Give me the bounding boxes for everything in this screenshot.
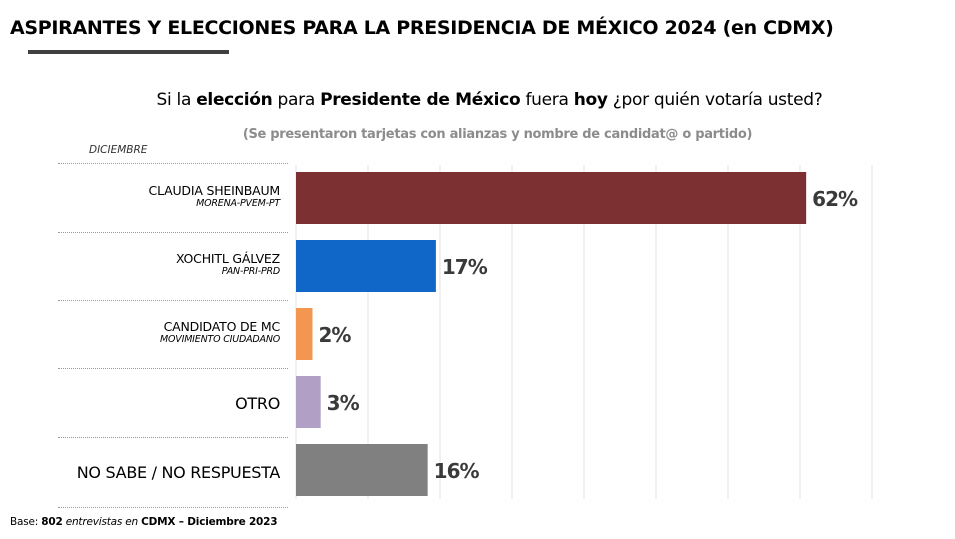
- footer-date: – Diciembre 2023: [175, 516, 278, 528]
- category-name: OTRO: [235, 394, 280, 413]
- row-separator: [58, 368, 288, 369]
- chart-note: (Se presentaron tarjetas con alianzas y …: [242, 127, 753, 142]
- candidate-party: PAN-PRI-PRD: [221, 266, 280, 277]
- candidate-party: MORENA-PVEM-PT: [196, 198, 280, 209]
- bar: [296, 308, 313, 360]
- category-label: XOCHITL GÁLVEZ PAN-PRI-PRD: [40, 251, 280, 277]
- title-underline: [28, 50, 229, 54]
- month-label: DICIEMBRE: [89, 144, 148, 156]
- row-separator: [58, 163, 288, 164]
- candidate-name: CANDIDATO DE MC: [163, 319, 281, 334]
- page-title: ASPIRANTES Y ELECCIONES PARA LA PRESIDEN…: [10, 17, 834, 39]
- question-part: Si la: [156, 90, 197, 110]
- bar: [296, 240, 436, 292]
- category-label: CLAUDIA SHEINBAUM MORENA-PVEM-PT: [40, 183, 281, 209]
- question-part-bold: elección: [196, 90, 273, 110]
- data-label: 3%: [327, 391, 360, 415]
- row-separator: [58, 507, 288, 508]
- question-part: fuera: [520, 90, 574, 110]
- chart-question: Si la elección para Presidente de México…: [12, 90, 955, 110]
- footer-place: CDMX: [141, 516, 176, 528]
- category-label: CANDIDATO DE MC MOVIMIENTO CIUDADANO: [40, 319, 280, 345]
- question-part: ¿por quién votaría usted?: [607, 90, 823, 110]
- footer-middle: entrevistas en: [62, 516, 142, 528]
- candidate-name: XOCHITL GÁLVEZ: [175, 251, 280, 266]
- row-separator: [58, 300, 288, 301]
- data-label: 16%: [434, 459, 480, 483]
- question-part-bold: hoy: [573, 90, 608, 110]
- data-label: 62%: [812, 187, 858, 211]
- row-separator: [58, 437, 288, 438]
- bar: [296, 376, 321, 428]
- candidate-party: MOVIMIENTO CIUDADANO: [160, 334, 280, 345]
- candidate-name: CLAUDIA SHEINBAUM: [148, 183, 281, 198]
- data-label: 17%: [442, 255, 488, 279]
- category-label: OTRO: [40, 394, 280, 413]
- row-separator: [58, 232, 288, 233]
- data-label: 2%: [318, 323, 351, 347]
- question-part-bold: Presidente de México: [320, 90, 521, 110]
- question-part: para: [272, 90, 321, 110]
- bar: [296, 444, 428, 496]
- footer-base: Base: 802 entrevistas en CDMX – Diciembr…: [10, 516, 278, 528]
- bar: [296, 172, 807, 224]
- footer-count: 802: [41, 516, 63, 528]
- category-label: NO SABE / NO RESPUESTA: [40, 463, 281, 482]
- category-name: NO SABE / NO RESPUESTA: [76, 463, 281, 482]
- footer-base-label: Base:: [10, 516, 42, 528]
